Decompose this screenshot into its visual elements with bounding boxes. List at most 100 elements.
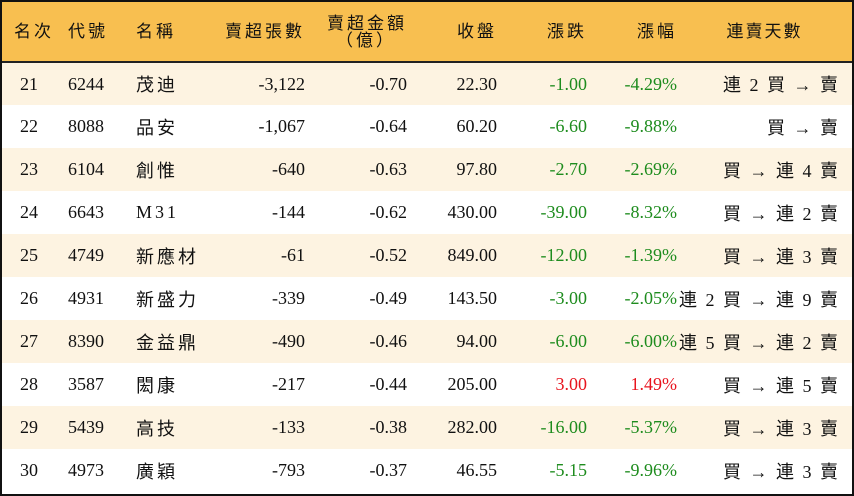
cell-code: 4973: [68, 460, 104, 480]
cell-streak: 買 → 連 2 賣: [723, 203, 840, 224]
cell-change: 3.00: [555, 374, 588, 394]
cell-change-pct: -8.32%: [624, 202, 678, 222]
table-row: 22 8088 品安 -1,067 -0.64 60.20 -6.60 -9.8…: [2, 105, 852, 148]
cell-net-sell-lots: -1,067: [258, 116, 306, 136]
table-row: 21 6244 茂迪 -3,122 -0.70 22.30 -1.00 -4.2…: [2, 62, 852, 105]
cell-code: 8390: [68, 331, 104, 351]
cell-change: -16.00: [540, 417, 588, 437]
header-name: 名稱: [136, 22, 176, 41]
cell-net-sell-lots: -217: [272, 374, 305, 394]
cell-change: -2.70: [549, 159, 588, 179]
cell-change-pct: -1.39%: [624, 245, 678, 265]
table-row: 25 4749 新應材 -61 -0.52 849.00 -12.00 -1.3…: [2, 234, 852, 277]
cell-change-pct: -2.05%: [624, 288, 678, 308]
cell-streak: 連 2 買 → 賣: [723, 75, 840, 95]
cell-name: 新盛力: [136, 289, 199, 310]
table-row: 28 3587 閎康 -217 -0.44 205.00 3.00 1.49% …: [2, 363, 852, 406]
cell-rank: 26: [20, 288, 38, 308]
cell-net-sell-lots: -3,122: [258, 73, 306, 94]
cell-net-sell-lots: -640: [272, 159, 305, 179]
cell-name: M31: [136, 202, 180, 222]
header-close: 收盤: [457, 22, 497, 41]
header-net-sell-amount-line2: （億）: [336, 30, 396, 50]
table-row: 24 6643 M31 -144 -0.62 430.00 -39.00 -8.…: [2, 191, 852, 234]
cell-streak: 買 → 連 3 賣: [723, 461, 840, 482]
cell-net-sell-amount: -0.52: [369, 245, 408, 265]
cell-change: -5.15: [549, 460, 588, 480]
cell-name: 閎康: [136, 375, 178, 396]
cell-name: 新應材: [136, 246, 199, 267]
table-row: 30 4973 廣穎 -793 -0.37 46.55 -5.15 -9.96%…: [2, 449, 852, 492]
cell-change: -6.60: [549, 116, 588, 136]
table-row: 26 4931 新盛力 -339 -0.49 143.50 -3.00 -2.0…: [2, 277, 852, 320]
header-rank: 名次: [14, 22, 54, 41]
cell-streak: 連 2 買 → 連 9 賣: [679, 289, 840, 310]
cell-net-sell-amount: -0.37: [369, 460, 408, 480]
cell-rank: 28: [20, 374, 38, 394]
cell-net-sell-lots: -339: [272, 288, 305, 308]
cell-streak: 連 5 買 → 連 2 賣: [679, 332, 840, 353]
cell-code: 6104: [68, 159, 104, 179]
cell-code: 5439: [68, 417, 104, 437]
cell-net-sell-amount: -0.64: [369, 116, 408, 136]
header-change: 漲跌: [547, 22, 587, 41]
cell-change: -6.00: [549, 331, 588, 351]
cell-streak: 買 → 連 3 賣: [723, 246, 840, 267]
header-net-sell-lots: 賣超張數: [225, 22, 305, 41]
header-net-sell-amount-line1: 賣超金額: [327, 13, 407, 33]
cell-close: 60.20: [456, 116, 498, 136]
cell-change-pct: -4.29%: [624, 73, 678, 94]
cell-code: 4931: [68, 288, 104, 308]
cell-change-pct: -9.96%: [624, 460, 678, 480]
cell-change-pct: -9.88%: [624, 116, 678, 136]
header-streak: 連賣天數: [726, 22, 803, 41]
cell-net-sell-amount: -0.62: [369, 202, 408, 222]
cell-rank: 23: [20, 159, 38, 179]
cell-close: 97.80: [456, 159, 498, 179]
cell-close: 849.00: [447, 245, 498, 265]
cell-rank: 25: [20, 245, 38, 265]
cell-code: 6244: [68, 73, 104, 94]
cell-close: 94.00: [456, 331, 498, 351]
cell-net-sell-amount: -0.70: [369, 73, 408, 94]
cell-name: 高技: [136, 418, 178, 439]
cell-streak: 買 → 連 4 賣: [723, 160, 840, 181]
cell-code: 3587: [68, 374, 104, 394]
cell-streak: 買 → 連 5 賣: [723, 375, 840, 396]
cell-net-sell-amount: -0.44: [369, 374, 408, 394]
cell-net-sell-lots: -793: [272, 460, 305, 480]
cell-code: 6643: [68, 202, 104, 222]
table-row: 27 8390 金益鼎 -490 -0.46 94.00 -6.00 -6.00…: [2, 320, 852, 363]
cell-change: -39.00: [540, 202, 588, 222]
cell-net-sell-amount: -0.38: [369, 417, 408, 437]
table-row: 29 5439 高技 -133 -0.38 282.00 -16.00 -5.3…: [2, 406, 852, 449]
header-change-pct: 漲幅: [637, 22, 677, 41]
cell-code: 8088: [68, 116, 104, 136]
cell-net-sell-amount: -0.63: [369, 159, 408, 179]
cell-rank: 29: [20, 417, 38, 437]
cell-rank: 24: [20, 202, 38, 222]
cell-close: 282.00: [447, 417, 498, 437]
cell-rank: 27: [20, 331, 38, 351]
cell-net-sell-lots: -490: [272, 331, 305, 351]
cell-rank: 30: [20, 460, 38, 480]
cell-change-pct: -2.69%: [624, 159, 678, 179]
cell-name: 茂迪: [136, 75, 178, 95]
cell-change: -3.00: [549, 288, 588, 308]
cell-close: 430.00: [447, 202, 498, 222]
cell-close: 205.00: [447, 374, 498, 394]
table-row: 23 6104 創惟 -640 -0.63 97.80 -2.70 -2.69%…: [2, 148, 852, 191]
cell-name: 廣穎: [136, 461, 178, 482]
cell-name: 品安: [136, 117, 178, 138]
cell-change-pct: -6.00%: [624, 331, 678, 351]
cell-net-sell-lots: -144: [272, 202, 305, 222]
cell-change-pct: -5.37%: [624, 417, 678, 437]
cell-name: 金益鼎: [136, 332, 199, 353]
cell-net-sell-amount: -0.46: [369, 331, 408, 351]
table-header-row: 名次 代號 名稱 賣超張數 賣超金額 （億） 收盤 漲跌 漲幅 連賣天數: [2, 2, 852, 62]
cell-change-pct: 1.49%: [630, 374, 678, 394]
cell-close: 143.50: [447, 288, 498, 308]
cell-streak: 買 → 連 3 賣: [723, 418, 840, 439]
cell-name: 創惟: [136, 160, 178, 181]
